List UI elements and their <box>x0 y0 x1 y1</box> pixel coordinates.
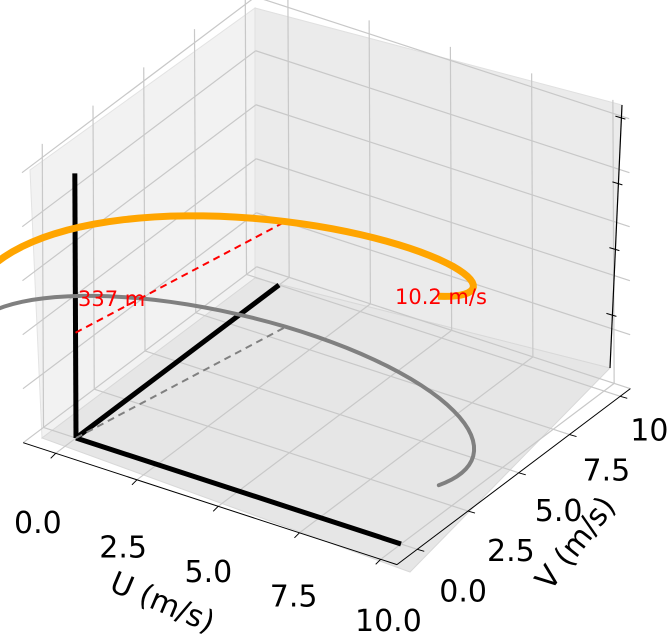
wall-grid-line <box>41 143 45 428</box>
y-tick-label: 5.0 <box>535 494 583 529</box>
floor-grid-line <box>144 350 519 474</box>
height-reference-axis <box>72 173 79 439</box>
wall-grid-line <box>22 104 257 282</box>
floor-grid-line <box>195 312 570 436</box>
x-axis-spine <box>23 442 398 566</box>
x-tick-label: 10.0 <box>355 604 422 639</box>
floor-grid-line <box>94 388 469 512</box>
data-marks <box>0 173 477 547</box>
x-tick-label: 0.0 <box>14 506 62 541</box>
y-tick-label: 7.5 <box>583 454 631 489</box>
wall-grid-line <box>531 73 534 357</box>
max-height-label: 337 m <box>78 287 145 311</box>
wall-grid-line <box>22 266 258 444</box>
hodograph-curve <box>0 212 477 300</box>
x-tick-label: 7.5 <box>270 580 318 615</box>
z-tick-mark <box>612 181 623 186</box>
wall-grid-line <box>255 104 630 228</box>
floor-grid-line <box>380 382 615 560</box>
y-tick-mark <box>620 395 628 399</box>
max-wind-floor-line <box>75 325 287 439</box>
y-tick-label: 2.5 <box>487 534 535 569</box>
wall-grid-line <box>193 29 197 313</box>
y-tick-mark <box>417 548 425 552</box>
wall-grid-line <box>244 0 248 275</box>
z-tick-mark <box>609 247 620 252</box>
floor-grid-line <box>299 356 534 534</box>
wall-grid-line <box>22 212 257 390</box>
y-axis-spine <box>396 388 631 565</box>
wall-grid-line <box>21 50 257 228</box>
z-tick-mark <box>606 312 617 317</box>
max-wind-line <box>75 220 286 334</box>
z-axis-spine <box>609 104 623 369</box>
floor-grid-line <box>217 329 453 507</box>
wall-grid-line <box>22 158 257 336</box>
hodograph-floor-projection <box>0 293 477 488</box>
v-reference-axis <box>74 283 281 440</box>
u-reference-axis <box>75 435 402 547</box>
x-tick-mark <box>50 452 57 459</box>
max-speed-label: 10.2 m/s <box>395 285 487 309</box>
y-tick-mark <box>518 472 526 476</box>
floor-grid-line <box>136 303 371 481</box>
wall-grid-line <box>256 212 631 336</box>
wall-grid-line <box>612 99 615 384</box>
wall-grid-line <box>255 50 630 174</box>
wall-grid-line <box>263 0 630 120</box>
x-tick-mark <box>131 479 138 486</box>
wall-grid-line <box>368 20 371 304</box>
y-tick-mark <box>569 434 577 438</box>
wall-grid-line <box>449 46 453 331</box>
floor-grid-line <box>246 273 621 397</box>
x-tick-mark <box>294 532 300 539</box>
y-tick-label: 10.0 <box>630 413 669 448</box>
z-tick-mark <box>615 115 626 120</box>
y-tick-label: 0.0 <box>439 574 487 609</box>
y-tick-mark <box>467 510 476 514</box>
wall-grid-line <box>21 0 253 174</box>
wall-grid-line <box>92 105 95 390</box>
x-tick-mark <box>375 558 382 565</box>
x-tick-label: 2.5 <box>99 531 147 566</box>
wall-grid-line <box>143 67 146 351</box>
wall-grid-line <box>256 266 631 390</box>
annotations: 337 m 10.2 m/s <box>78 285 487 311</box>
x-tick-mark <box>212 505 219 512</box>
axis-ticks: 0.02.55.07.510.00.02.55.07.510.0 <box>14 104 669 639</box>
wall-grid-line <box>287 0 290 278</box>
wall-grid-line <box>255 158 631 282</box>
x-tick-label: 5.0 <box>185 555 233 590</box>
